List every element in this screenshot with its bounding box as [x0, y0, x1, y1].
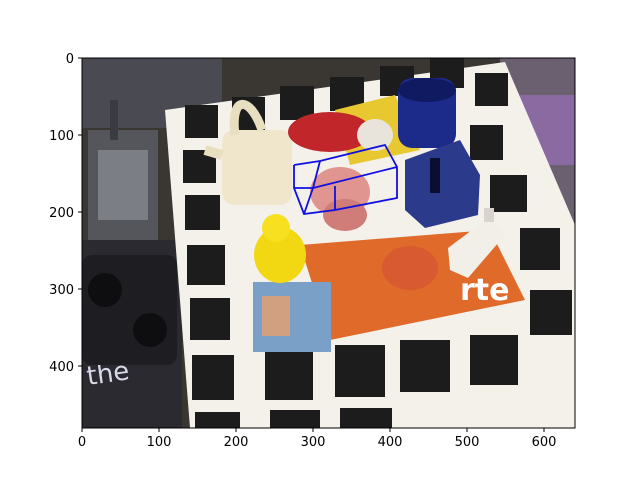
- orange-toy: [382, 246, 438, 290]
- x-tick-label: 600: [532, 435, 557, 450]
- bounding-box-3d: [293, 143, 398, 215]
- axes-frame: [81, 57, 576, 429]
- y-tick-label: 200: [49, 206, 74, 221]
- watering-can: [203, 99, 292, 205]
- x-tick-label: 300: [301, 435, 326, 450]
- photo-image: the: [82, 58, 575, 428]
- x-tick-label: 0: [78, 435, 86, 450]
- x-tick-label: 200: [224, 435, 249, 450]
- y-tick-label: 300: [49, 283, 74, 298]
- photo-person: [262, 296, 290, 336]
- magazine-text: rte: [460, 273, 509, 308]
- x-tick-label: 400: [378, 435, 403, 450]
- marker-col-left: [183, 150, 240, 428]
- y-tick-label: 100: [49, 129, 74, 144]
- y-tick-label: 400: [49, 360, 74, 375]
- red-mug: [288, 112, 393, 152]
- blue-mug: [398, 78, 456, 148]
- yellow-duck: [254, 214, 306, 283]
- x-tick-label: 500: [455, 435, 480, 450]
- marker-row-bottom: [265, 335, 518, 428]
- white-bottle: [448, 208, 505, 278]
- x-tick-label: 100: [147, 435, 172, 450]
- y-axis: 0 100 200 300 400: [49, 52, 82, 375]
- x-axis: 0 100 200 300 400 500 600: [78, 428, 557, 450]
- toy-car: [82, 255, 177, 365]
- marker-col-right: [470, 125, 572, 335]
- pink-pig: [310, 167, 370, 231]
- y-tick-label: 0: [66, 52, 74, 67]
- blue-box: [405, 140, 480, 228]
- metal-clamp: [88, 100, 158, 240]
